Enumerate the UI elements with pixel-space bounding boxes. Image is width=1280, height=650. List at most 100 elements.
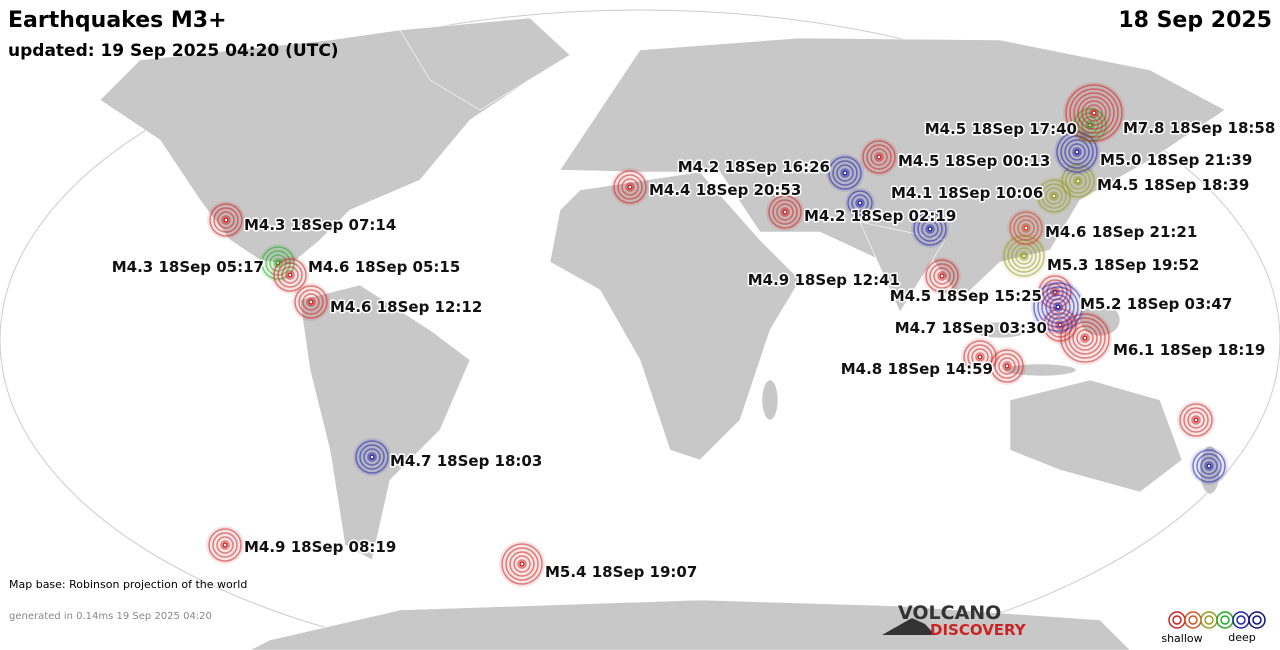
quake-center xyxy=(1004,363,1010,369)
quake-ring xyxy=(1053,302,1063,312)
quake-ring xyxy=(1073,92,1115,134)
quake-ring xyxy=(862,140,896,174)
quake-center xyxy=(369,454,375,460)
quake-marker xyxy=(207,201,245,239)
quake-ring xyxy=(621,178,639,196)
quake-ring xyxy=(1072,325,1098,351)
quake-center xyxy=(1074,149,1080,155)
quake-ring xyxy=(937,271,947,281)
quake-marker xyxy=(845,188,875,218)
quake-marker xyxy=(923,257,961,295)
quake-center xyxy=(939,273,945,279)
quake-ring xyxy=(216,536,234,554)
quake-ring xyxy=(1085,104,1103,122)
quake-ring xyxy=(874,152,884,162)
quake-label: M4.5 18Sep 17:40 xyxy=(925,120,1077,138)
quake-marker xyxy=(766,193,804,231)
quake-center xyxy=(287,272,293,278)
quake-ring xyxy=(1021,223,1031,233)
quake-marker xyxy=(353,438,391,476)
quake-ring xyxy=(963,340,997,374)
quake-ring xyxy=(281,266,299,284)
quake-marker xyxy=(826,154,864,192)
quake-ring xyxy=(925,259,959,293)
quake-ring xyxy=(1072,147,1082,157)
quake-ring xyxy=(998,357,1016,375)
quake-label: M4.6 18Sep 12:12 xyxy=(330,298,482,316)
quake-ring xyxy=(1065,168,1091,194)
legend-ring xyxy=(1216,611,1234,629)
quake-ring xyxy=(1049,298,1067,316)
quake-marker xyxy=(1177,401,1215,439)
quake-ring xyxy=(1080,333,1090,343)
quake-label: M4.3 18Sep 07:14 xyxy=(244,216,396,234)
quake-ring xyxy=(855,198,865,208)
quake-center xyxy=(1055,304,1061,310)
quake-ring xyxy=(828,156,862,190)
legend-deep: deep xyxy=(1228,631,1256,644)
quake-ring xyxy=(971,348,989,366)
quake-center xyxy=(1082,335,1088,341)
quake-ring xyxy=(1191,415,1201,425)
quake-ring xyxy=(1196,453,1222,479)
quake-ring xyxy=(217,211,235,229)
quake-label: M4.7 18Sep 03:30 xyxy=(895,319,1047,337)
quake-ring xyxy=(1204,461,1214,471)
quake-ring xyxy=(847,190,873,216)
quake-ring xyxy=(1064,139,1090,165)
quake-ring xyxy=(505,547,539,581)
quake-ring xyxy=(1081,100,1107,126)
quake-label: M4.2 18Sep 16:26 xyxy=(678,158,830,176)
quake-marker xyxy=(860,138,898,176)
quake-center xyxy=(927,226,933,232)
quake-label: M4.9 18Sep 12:41 xyxy=(748,271,900,289)
quake-ring xyxy=(273,258,307,292)
quake-ring xyxy=(925,224,935,234)
quake-ring xyxy=(1065,84,1123,142)
quake-center xyxy=(1021,253,1027,259)
quake-center xyxy=(519,561,525,567)
quake-label: M4.5 18Sep 00:13 xyxy=(898,152,1050,170)
quake-ring xyxy=(1179,403,1213,437)
quake-ring xyxy=(1192,449,1226,483)
quake-ring xyxy=(1061,164,1095,198)
date: 18 Sep 2025 xyxy=(1118,8,1272,33)
quake-marker xyxy=(271,256,309,294)
quake-label: M4.8 18Sep 14:59 xyxy=(841,360,993,378)
quake-label: M4.1 18Sep 10:06 xyxy=(891,184,1043,202)
legend-ring xyxy=(1220,615,1230,625)
quake-ring xyxy=(832,160,858,186)
title: Earthquakes M3+ xyxy=(8,8,227,33)
quake-ring xyxy=(1068,143,1086,161)
quake-ring xyxy=(1064,317,1106,359)
quake-ring xyxy=(277,262,303,288)
quake-center xyxy=(1075,178,1081,184)
updated: updated: 19 Sep 2025 04:20 (UTC) xyxy=(8,41,339,61)
quake-ring xyxy=(1049,191,1059,201)
legend-ring xyxy=(1168,611,1186,629)
quake-ring xyxy=(929,263,955,289)
legend-ring xyxy=(1252,615,1262,625)
quake-ring xyxy=(975,352,985,362)
quake-ring xyxy=(501,543,543,585)
quake-ring xyxy=(625,182,635,192)
quake-center xyxy=(876,154,882,160)
quake-ring xyxy=(1033,282,1083,332)
quake-marker xyxy=(1007,209,1045,247)
quake-ring xyxy=(617,174,643,200)
quake-ring xyxy=(840,168,850,178)
legend-shallow: shallow xyxy=(1161,632,1202,645)
quake-label: M5.4 18Sep 19:07 xyxy=(545,563,697,581)
quake-ring xyxy=(1089,108,1099,118)
quake-ring xyxy=(359,444,385,470)
legend-ring xyxy=(1172,615,1182,625)
quake-ring xyxy=(221,215,231,225)
legend-ring xyxy=(1188,615,1198,625)
quake-label: M4.6 18Sep 05:15 xyxy=(308,258,460,276)
quake-ring xyxy=(1037,179,1071,213)
legend-ring xyxy=(1232,611,1250,629)
quake-ring xyxy=(768,195,802,229)
quake-ring xyxy=(220,540,230,550)
quake-ring xyxy=(1013,215,1039,241)
quake-ring xyxy=(994,353,1020,379)
